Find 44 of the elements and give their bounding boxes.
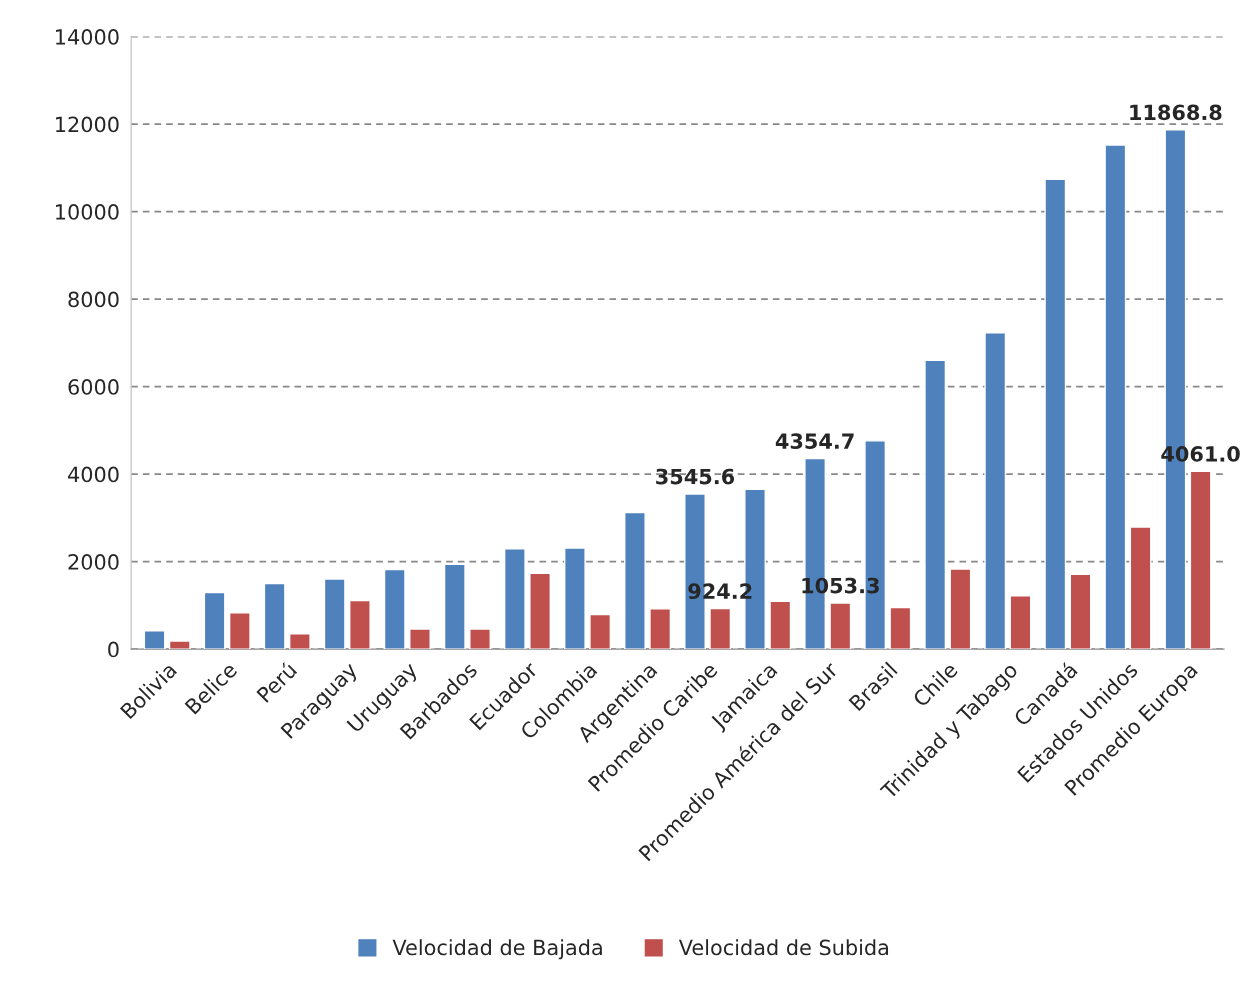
bar [924,359,947,650]
bar [443,563,466,650]
bar [769,600,792,650]
y-tick-label: 0 [108,641,119,658]
bar [649,608,672,650]
bar [409,628,431,650]
y-tick-label: 4000 [68,466,119,483]
bar [503,548,526,650]
bar [168,640,191,650]
bar [529,572,551,650]
bar [288,633,311,650]
y-tick-label: 14000 [56,29,119,45]
data-label: 11868.8 [1130,104,1222,121]
y-tick-label: 6000 [68,379,119,395]
bar [624,511,646,650]
bar [323,578,346,650]
y-tick-label: 8000 [68,291,119,308]
y-tick-label: 2000 [68,554,119,570]
y-tick-label: 10000 [56,204,119,220]
legend-label: Velocidad de Subida [678,939,889,956]
bar [1104,144,1127,650]
bar [1069,573,1092,650]
y-tick-label: 12000 [56,116,119,133]
bar [143,630,166,650]
bar [469,628,491,650]
bar [829,602,852,650]
bar [1189,470,1212,650]
bar [949,568,972,650]
legend-label: Velocidad de Bajada [392,939,602,960]
bar [1044,178,1067,650]
bar [203,591,226,650]
bar [984,332,1007,650]
bar [349,599,371,650]
bar [228,612,251,650]
bar [889,606,912,650]
bar [709,607,732,650]
data-label: 4354.7 [775,433,854,449]
bar [563,547,586,650]
data-label: 3545.6 [656,468,735,485]
bar [1129,526,1152,650]
bar [383,568,406,650]
bar [1009,595,1032,650]
bar [263,582,286,650]
bar [589,613,612,650]
